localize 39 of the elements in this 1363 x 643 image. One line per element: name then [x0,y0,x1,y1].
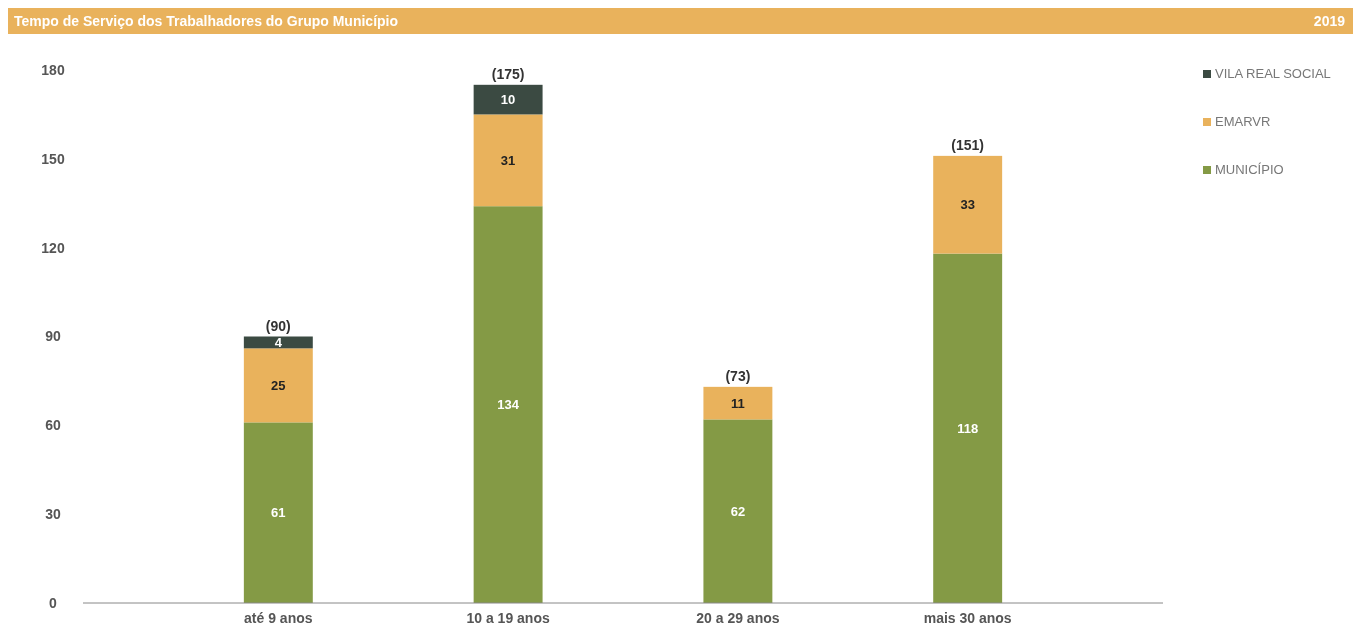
legend-label: VILA REAL SOCIAL [1215,66,1331,81]
data-label: 134 [497,397,520,413]
data-label: 4 [274,334,283,350]
y-tick-label: 0 [49,594,58,611]
text: 2019 [1313,13,1346,29]
total-label: (175) [491,65,525,82]
bar [473,114,543,207]
chart-title: Tempo de Serviço dos Trabalhadores do Grupo Município [14,13,399,29]
bar [473,206,543,603]
y-tick-label: 150 [41,150,65,167]
y-tick-label: 180 [41,61,65,78]
bar [243,348,313,423]
total-label: (73) [725,367,751,384]
x-tick-label: mais 30 anos [923,610,1012,626]
x-tick-label: 10 a 19 anos [466,610,550,626]
y-tick-label: 120 [41,239,65,256]
x-tick-label: 20 a 29 anos [696,610,780,626]
bar [933,155,1003,254]
data-label: 33 [960,197,975,213]
data-label: 118 [957,420,979,436]
bar [703,386,773,420]
legend-label: EMARVR [1215,114,1271,129]
total-label: (90) [265,317,291,334]
bar [243,422,313,603]
y-tick-label: 30 [45,506,61,523]
y-tick-label: 90 [45,328,61,345]
bar [473,84,543,115]
data-label: 11 [731,395,745,411]
bar [703,419,773,603]
x-tick-label: até 9 anos [244,610,313,626]
data-label: 31 [500,152,516,168]
y-tick-label: 60 [45,417,61,434]
data-label: 25 [271,377,286,393]
total-label: (151) [951,136,985,153]
legend-label: MUNICÍPIO [1215,162,1284,177]
data-label: 62 [730,503,746,519]
data-label: 61 [271,505,286,521]
bar [933,253,1003,603]
data-label: 10 [500,92,516,108]
